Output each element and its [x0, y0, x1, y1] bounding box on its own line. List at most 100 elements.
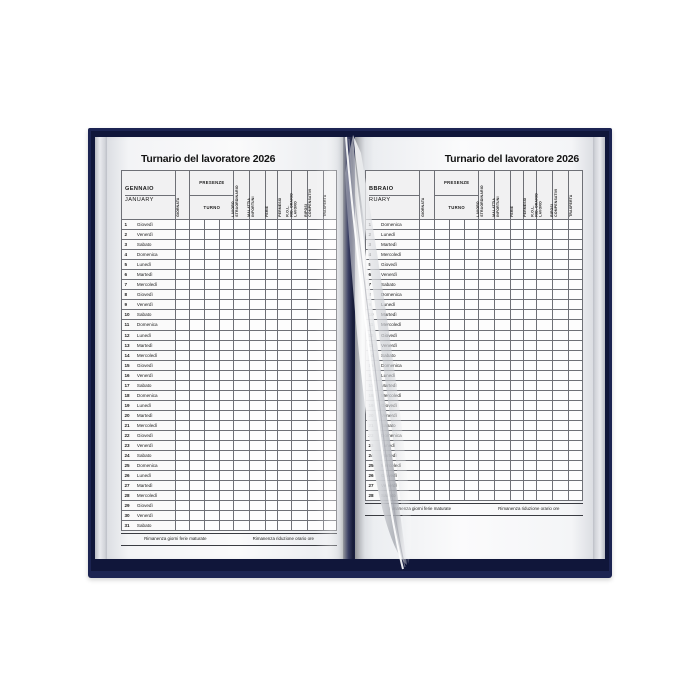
entry-cell[interactable] [265, 218, 279, 231]
entry-cell[interactable] [552, 299, 570, 311]
entry-cell[interactable] [277, 359, 292, 371]
entry-cell[interactable] [218, 429, 235, 442]
entry-cell[interactable] [265, 500, 279, 512]
entry-cell[interactable] [419, 329, 435, 341]
entry-cell[interactable] [174, 259, 191, 271]
table-row[interactable]: 6 Venerdì [365, 269, 583, 281]
entry-cell[interactable] [463, 429, 480, 442]
entry-cell[interactable] [277, 319, 292, 331]
entry-cell[interactable] [306, 279, 324, 291]
entry-cell[interactable] [290, 299, 308, 311]
entry-cell[interactable] [448, 450, 465, 462]
entry-cell[interactable] [204, 349, 220, 361]
entry-cell[interactable] [249, 329, 267, 341]
entry-cell[interactable] [306, 249, 324, 261]
entry-cell[interactable] [494, 269, 512, 281]
entry-cell[interactable] [306, 319, 324, 331]
entry-cell[interactable] [419, 389, 435, 401]
entry-cell[interactable] [478, 440, 496, 452]
entry-cell[interactable] [522, 329, 538, 341]
entry-cell[interactable] [265, 359, 279, 371]
entry-cell[interactable] [218, 419, 235, 431]
entry-cell[interactable] [463, 490, 480, 502]
entry-cell[interactable] [322, 269, 337, 281]
entry-cell[interactable] [419, 409, 435, 421]
entry-cell[interactable] [448, 429, 465, 442]
entry-cell[interactable] [249, 289, 267, 301]
entry-cell[interactable] [510, 329, 524, 341]
entry-cell[interactable] [189, 239, 206, 251]
entry-cell[interactable] [552, 339, 570, 351]
entry-cell[interactable] [233, 429, 251, 442]
entry-cell[interactable] [174, 269, 191, 281]
entry-cell[interactable] [249, 309, 267, 321]
entry-cell[interactable] [536, 379, 554, 391]
entry-cell[interactable] [277, 369, 292, 381]
entry-cell[interactable] [522, 470, 538, 482]
entry-cell[interactable] [218, 440, 235, 452]
entry-cell[interactable] [277, 510, 292, 522]
entry-cell[interactable] [218, 319, 235, 331]
entry-cell[interactable] [568, 369, 583, 381]
entry-cell[interactable] [510, 239, 524, 251]
entry-cell[interactable] [434, 319, 450, 331]
entry-cell[interactable] [174, 279, 191, 291]
entry-cell[interactable] [265, 520, 279, 532]
entry-cell[interactable] [478, 359, 496, 371]
entry-cell[interactable] [277, 349, 292, 361]
entry-cell[interactable] [463, 409, 480, 421]
entry-cell[interactable] [536, 249, 554, 261]
entry-cell[interactable] [552, 429, 570, 442]
entry-cell[interactable] [522, 249, 538, 261]
entry-cell[interactable] [434, 309, 450, 321]
entry-cell[interactable] [536, 329, 554, 341]
entry-cell[interactable] [510, 259, 524, 271]
entry-cell[interactable] [568, 269, 583, 281]
entry-cell[interactable] [568, 460, 583, 472]
entry-cell[interactable] [448, 229, 465, 241]
entry-cell[interactable] [174, 339, 191, 351]
entry-cell[interactable] [419, 279, 435, 291]
entry-cell[interactable] [510, 349, 524, 361]
entry-cell[interactable] [568, 339, 583, 351]
entry-cell[interactable] [568, 259, 583, 271]
entry-cell[interactable] [552, 329, 570, 341]
entry-cell[interactable] [510, 470, 524, 482]
entry-cell[interactable] [568, 450, 583, 462]
entry-cell[interactable] [322, 399, 337, 411]
entry-cell[interactable] [204, 419, 220, 431]
entry-cell[interactable] [434, 329, 450, 341]
entry-cell[interactable] [204, 480, 220, 492]
entry-cell[interactable] [265, 419, 279, 431]
entry-cell[interactable] [290, 218, 308, 231]
entry-cell[interactable] [277, 309, 292, 321]
entry-cell[interactable] [249, 399, 267, 411]
entry-cell[interactable] [290, 239, 308, 251]
entry-cell[interactable] [322, 500, 337, 512]
entry-cell[interactable] [552, 450, 570, 462]
entry-cell[interactable] [494, 450, 512, 462]
entry-cell[interactable] [265, 369, 279, 381]
entry-cell[interactable] [522, 239, 538, 251]
table-row[interactable]: 25 Domenica [120, 460, 337, 472]
entry-cell[interactable] [568, 419, 583, 431]
entry-cell[interactable] [448, 389, 465, 401]
entry-cell[interactable] [434, 359, 450, 371]
entry-cell[interactable] [568, 319, 583, 331]
entry-cell[interactable] [522, 319, 538, 331]
entry-cell[interactable] [265, 409, 279, 421]
entry-cell[interactable] [277, 460, 292, 472]
entry-cell[interactable] [189, 510, 206, 522]
entry-cell[interactable] [174, 500, 191, 512]
entry-cell[interactable] [265, 389, 279, 401]
entry-cell[interactable] [233, 218, 251, 231]
entry-cell[interactable] [448, 359, 465, 371]
entry-cell[interactable] [233, 379, 251, 391]
entry-cell[interactable] [174, 299, 191, 311]
entry-cell[interactable] [249, 229, 267, 241]
entry-cell[interactable] [478, 429, 496, 442]
entry-cell[interactable] [233, 319, 251, 331]
entry-cell[interactable] [463, 389, 480, 401]
entry-cell[interactable] [463, 369, 480, 381]
entry-cell[interactable] [478, 259, 496, 271]
